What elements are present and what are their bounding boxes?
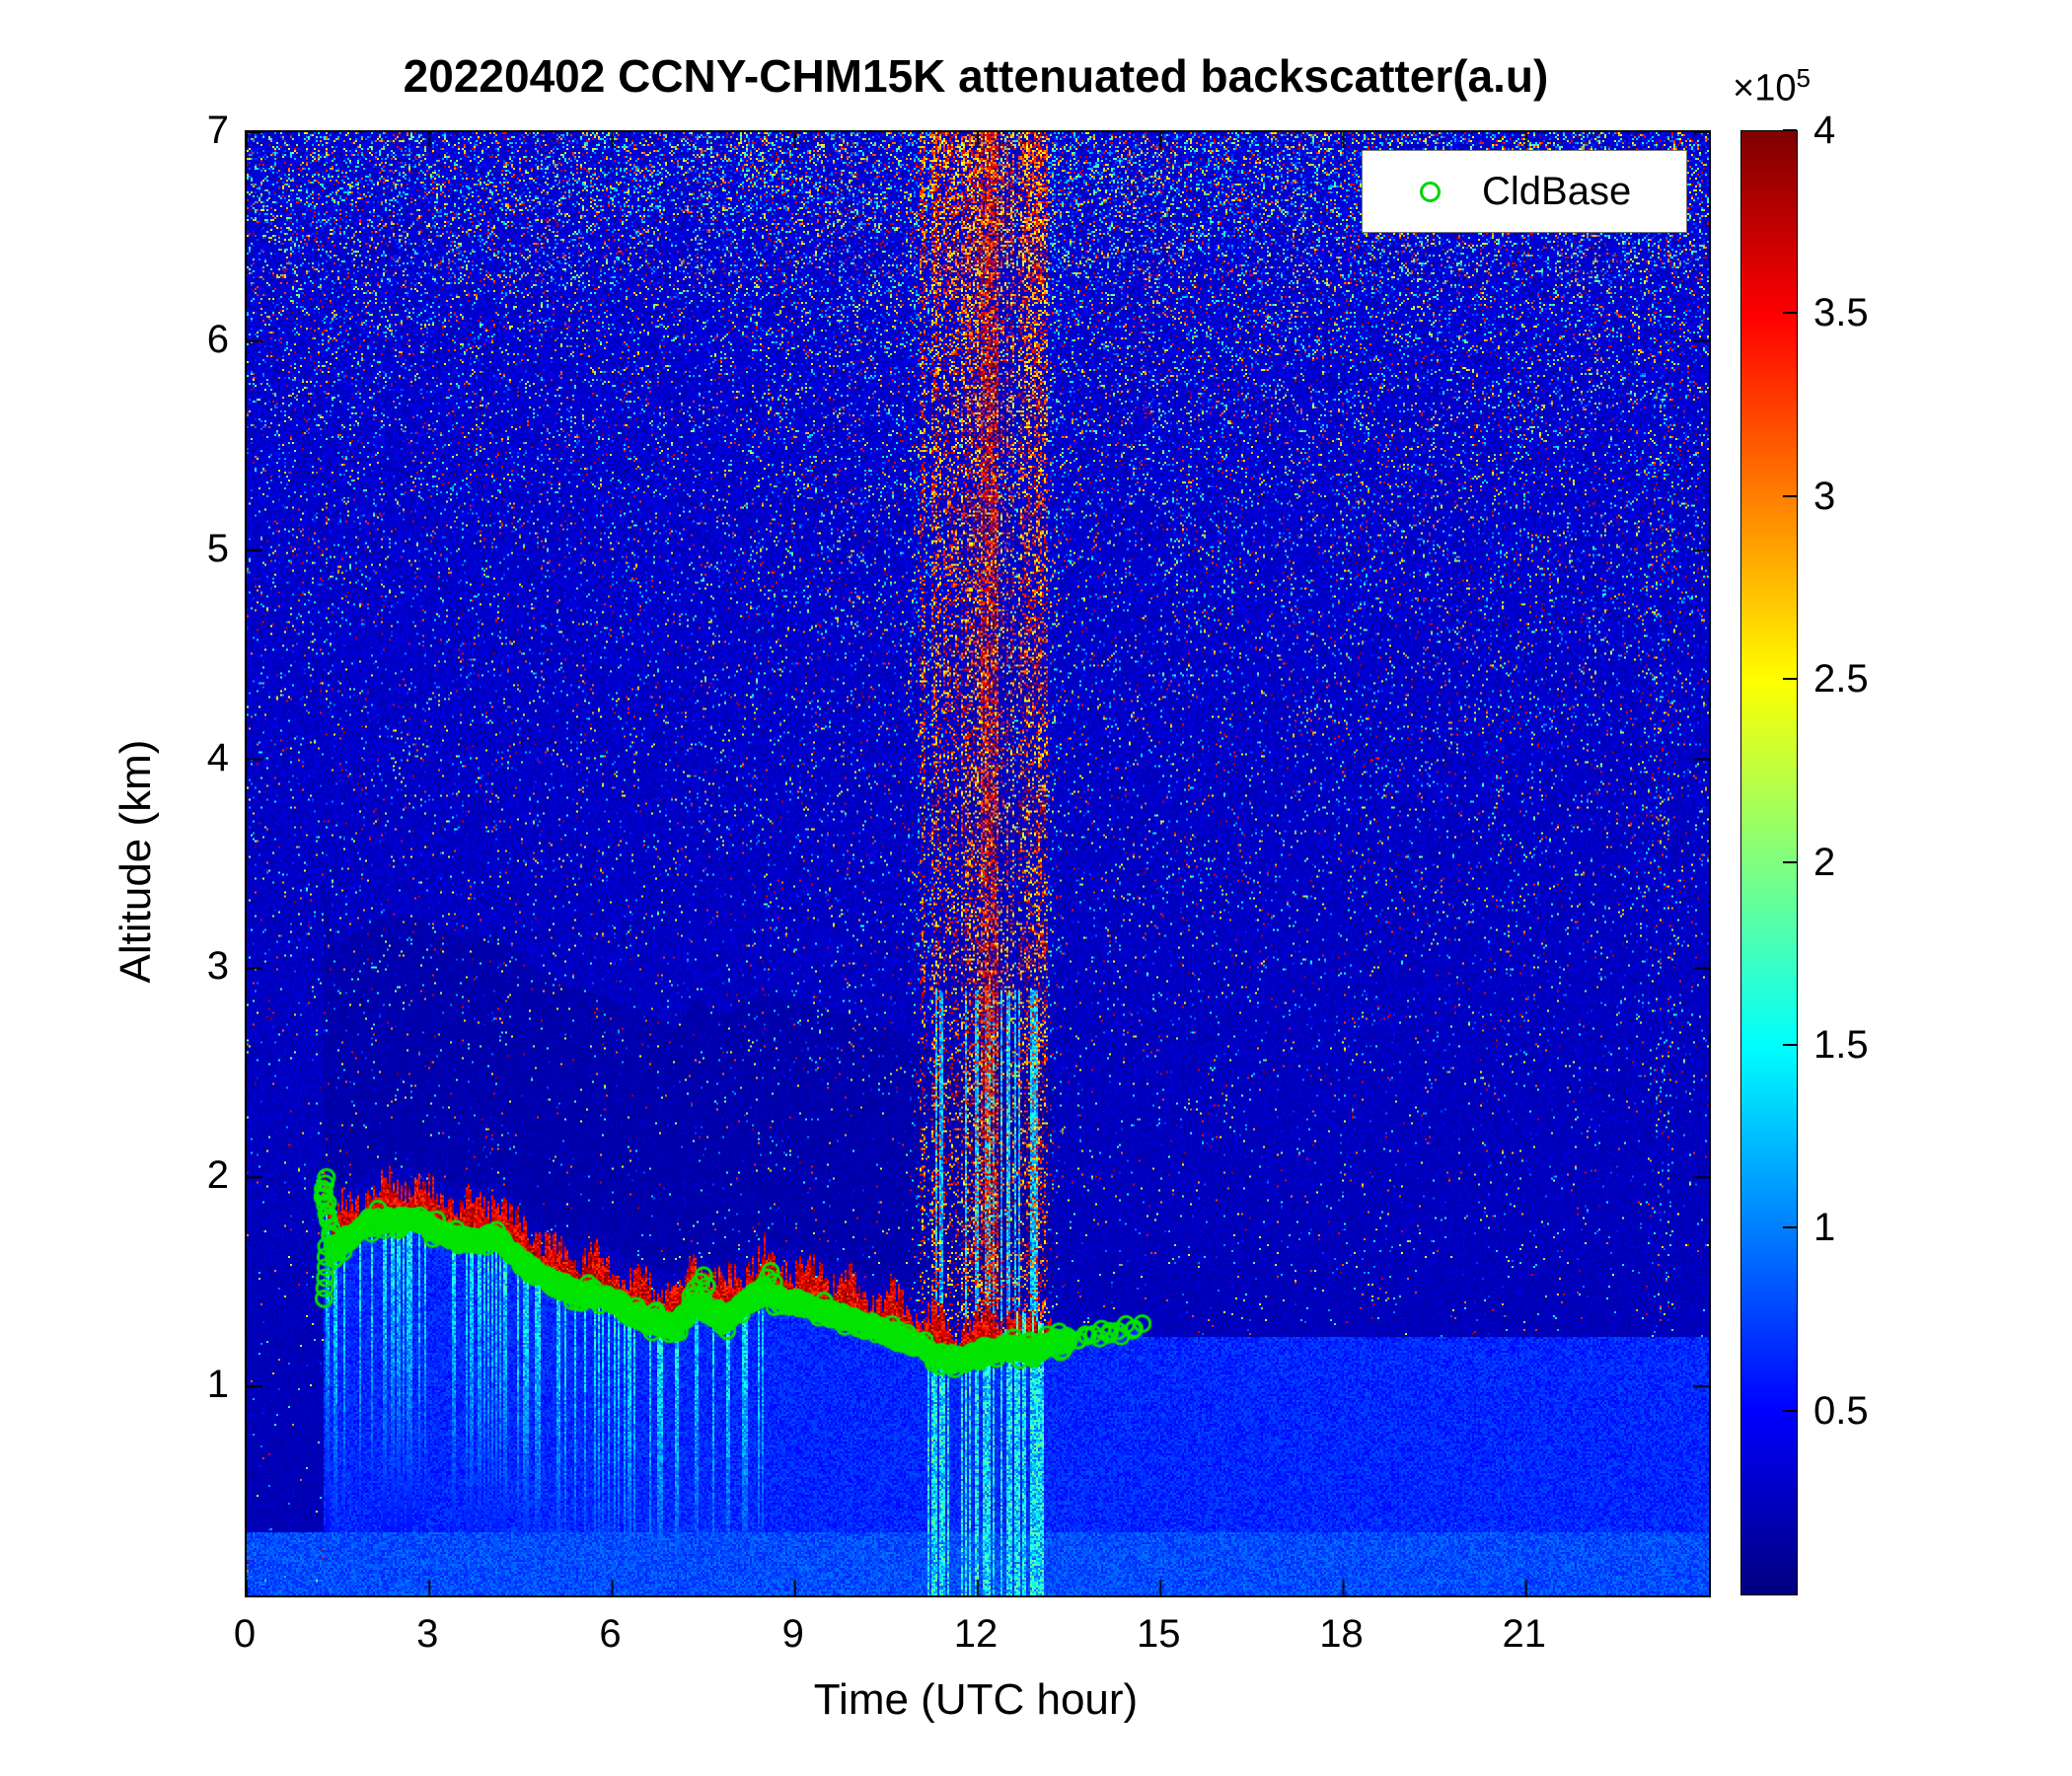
colorbar-canvas <box>1741 131 1797 1594</box>
x-tick-label: 21 <box>1502 1612 1547 1656</box>
x-tick-label: 0 <box>233 1612 257 1656</box>
colorbar-tick-mark <box>1783 1226 1797 1229</box>
colorbar-tick-mark <box>1783 678 1797 681</box>
colorbar-tick-label: 1.5 <box>1813 1022 1869 1067</box>
y-tick-label: 6 <box>206 317 229 361</box>
colorbar-tick-label: 0.5 <box>1813 1388 1869 1433</box>
colorbar-tick-label: 2.5 <box>1813 657 1869 702</box>
colorbar-tick-mark <box>1783 129 1797 131</box>
cldbase-circle-marker-icon <box>1420 181 1441 202</box>
plot-area: CldBase <box>245 130 1711 1597</box>
y-tick-label: 4 <box>206 735 229 779</box>
x-tick-label: 18 <box>1319 1612 1364 1656</box>
colorbar-tick-mark <box>1783 494 1797 497</box>
cloudbase-overlay-canvas <box>247 132 1709 1595</box>
legend-label: CldBase <box>1482 169 1632 213</box>
x-tick-label: 15 <box>1137 1612 1181 1656</box>
y-tick-label: 3 <box>206 944 229 989</box>
colorbar-tick-label: 4 <box>1813 109 1836 152</box>
x-tick-label: 9 <box>781 1612 804 1656</box>
x-tick-label: 3 <box>416 1612 439 1656</box>
x-axis-label: Time (UTC hour) <box>813 1675 1139 1724</box>
colorbar-tick-label: 3 <box>1813 474 1836 518</box>
colorbar-tick-mark <box>1783 1409 1797 1412</box>
y-tick-label: 5 <box>206 526 229 570</box>
chart-title: 20220402 CCNY-CHM15K attenuated backscat… <box>403 50 1549 102</box>
x-tick-label: 12 <box>953 1612 999 1656</box>
colorbar-exponent: ×105 <box>1733 63 1811 111</box>
colorbar-tick-mark <box>1783 1043 1797 1046</box>
colorbar-tick-label: 1 <box>1813 1206 1836 1250</box>
colorbar-tick-mark <box>1783 860 1797 863</box>
y-tick-label: 2 <box>206 1153 229 1198</box>
colorbar <box>1740 130 1798 1595</box>
colorbar-exponent-prefix: ×10 <box>1733 67 1797 110</box>
x-tick-label: 6 <box>599 1612 622 1656</box>
legend: CldBase <box>1362 150 1687 233</box>
y-tick-label: 1 <box>206 1363 229 1407</box>
colorbar-tick-label: 3.5 <box>1813 291 1869 335</box>
colorbar-exponent-power: 5 <box>1796 63 1811 93</box>
colorbar-tick-label: 2 <box>1813 840 1836 884</box>
y-tick-label: 7 <box>206 109 229 152</box>
colorbar-tick-mark <box>1783 312 1797 315</box>
